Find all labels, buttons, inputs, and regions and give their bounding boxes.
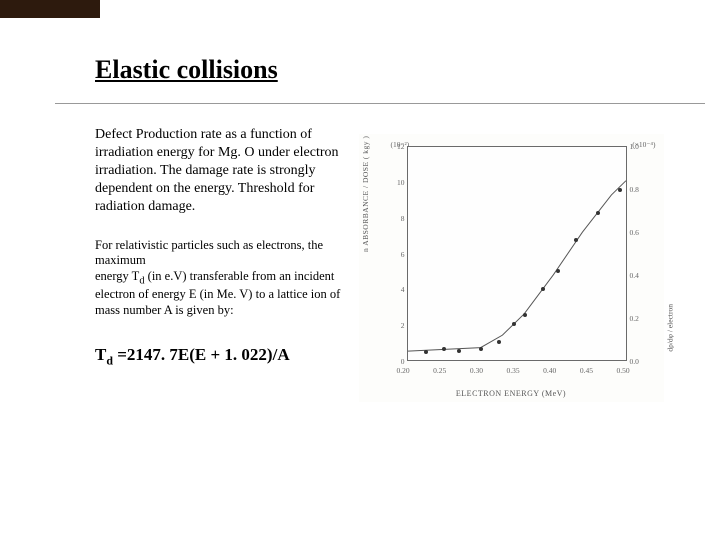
xtick: 0.20 xyxy=(397,366,410,375)
text-column: Defect Production rate as a function of … xyxy=(95,126,345,402)
xtick: 0.50 xyxy=(617,366,630,375)
data-point xyxy=(618,188,622,192)
data-point xyxy=(596,211,600,215)
data-point xyxy=(442,347,446,351)
xtick: 0.40 xyxy=(543,366,556,375)
eqn-T: T xyxy=(95,345,106,364)
description-paragraph: Defect Production rate as a function of … xyxy=(95,126,345,216)
ytick-right: 0.4 xyxy=(630,271,639,280)
ytick-left: 12 xyxy=(375,142,405,151)
xtick: 0.35 xyxy=(507,366,520,375)
title-rule xyxy=(55,103,705,104)
ytick-left: 6 xyxy=(375,250,405,259)
data-point xyxy=(479,347,483,351)
slide-title: Elastic collisions xyxy=(95,55,665,85)
data-point xyxy=(574,238,578,242)
data-point xyxy=(541,287,545,291)
xtick: 0.30 xyxy=(470,366,483,375)
ytick-right: 0.8 xyxy=(630,185,639,194)
y-axis-label-left: n ABSORBANCE / DOSE ( kgy ) xyxy=(361,136,370,252)
ytick-right: 0.6 xyxy=(630,228,639,237)
x-axis-label: ELECTRON ENERGY (MeV) xyxy=(359,389,664,398)
ytick-right: 0.0 xyxy=(630,357,639,366)
chart-column: (10⁻²) (×10⁻⁴) n ABSORBANCE / DOSE ( kgy… xyxy=(357,126,665,402)
slide-edge-decoration xyxy=(0,0,100,18)
eqn-body: =2147. 7E(E + 1. 022)/A xyxy=(113,345,290,364)
relativistic-paragraph: For relativistic particles such as elect… xyxy=(95,238,345,319)
chart-container: (10⁻²) (×10⁻⁴) n ABSORBANCE / DOSE ( kgy… xyxy=(359,134,664,402)
data-point xyxy=(497,340,501,344)
para2-energy-prefix: energy T xyxy=(95,269,139,283)
fit-curve xyxy=(408,147,626,360)
data-point xyxy=(556,269,560,273)
content-row: Defect Production rate as a function of … xyxy=(95,126,665,402)
ytick-right: 0.2 xyxy=(630,314,639,323)
data-point xyxy=(424,350,428,354)
ytick-left: 10 xyxy=(375,178,405,187)
plot-area xyxy=(407,146,627,361)
para2-line1: For relativistic particles such as elect… xyxy=(95,238,323,268)
equation: Td =2147. 7E(E + 1. 022)/A xyxy=(95,345,345,368)
y-axis-label-right: dρ/dφ / electron xyxy=(666,304,675,352)
eqn-sub-d: d xyxy=(106,353,113,367)
xtick: 0.45 xyxy=(580,366,593,375)
ytick-left: 0 xyxy=(375,357,405,366)
slide-body: Elastic collisions Defect Production rat… xyxy=(0,0,720,402)
ytick-left: 2 xyxy=(375,321,405,330)
data-point xyxy=(523,313,527,317)
data-point xyxy=(457,349,461,353)
xtick: 0.25 xyxy=(433,366,446,375)
ytick-left: 8 xyxy=(375,214,405,223)
data-point xyxy=(512,322,516,326)
ytick-right: 1.0 xyxy=(630,142,639,151)
ytick-left: 4 xyxy=(375,285,405,294)
